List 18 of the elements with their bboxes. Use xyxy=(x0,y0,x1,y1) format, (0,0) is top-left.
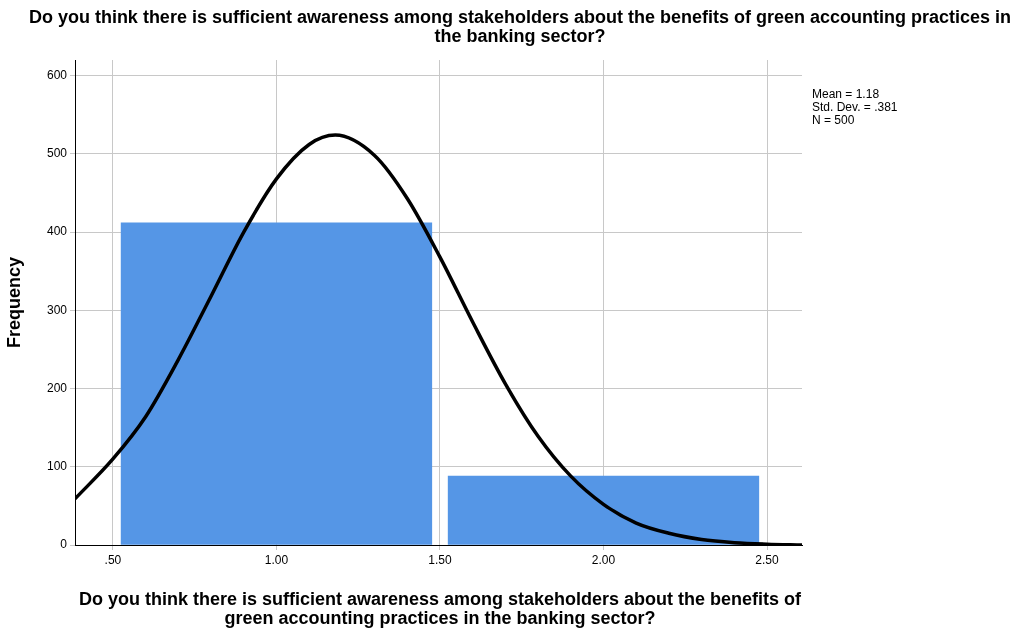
x-tick-label: 1.50 xyxy=(428,552,452,567)
x-tick-label: 2.00 xyxy=(591,552,616,567)
text: Std. Dev. = .381 xyxy=(812,100,898,114)
y-tick-label: 500 xyxy=(46,146,68,161)
text: N = 500 xyxy=(812,113,856,127)
x-axis-title: Do you think there is sufficient awareness among stakeholders about the benefits of green accounting practices in the banking sector? xyxy=(77,589,803,628)
x-tick-label: 1.00 xyxy=(264,552,289,567)
text: Mean = 1.18 xyxy=(812,87,881,101)
y-tick-label: 600 xyxy=(46,67,68,82)
chart-title: Do you think there is sufficient awareness among stakeholders about the benefits of green accounting practices in the banking sector? xyxy=(27,7,1013,46)
y-tick-label: 0 xyxy=(60,537,68,552)
y-tick-label: 400 xyxy=(46,224,68,239)
y-tick-label: 200 xyxy=(46,380,68,395)
y-tick-label: 100 xyxy=(46,459,68,474)
x-tick-label: 2.50 xyxy=(755,552,780,567)
y-axis-title: Frequency xyxy=(3,256,24,349)
x-tick-label: .50 xyxy=(104,552,122,567)
y-tick-label: 300 xyxy=(46,302,68,317)
